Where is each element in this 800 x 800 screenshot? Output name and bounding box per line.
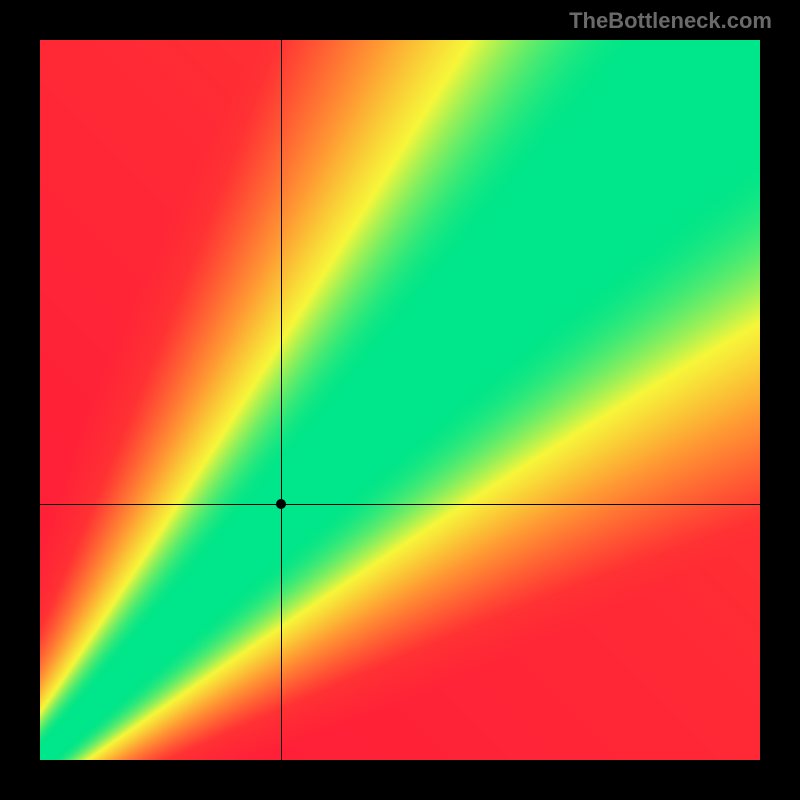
crosshair-horizontal — [40, 504, 760, 505]
watermark: TheBottleneck.com — [569, 8, 772, 34]
data-point — [276, 499, 286, 509]
crosshair-vertical — [281, 40, 282, 760]
plot-area — [40, 40, 760, 760]
heatmap-canvas — [40, 40, 760, 760]
